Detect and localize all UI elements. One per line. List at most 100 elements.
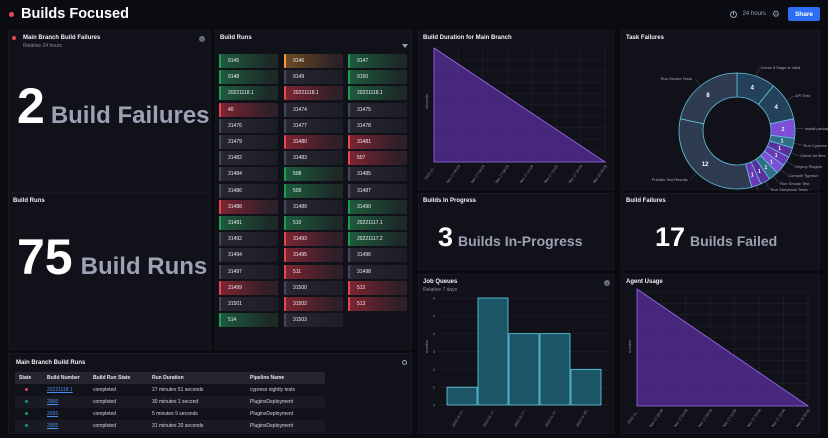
pipeline-name-cell: cypress nightly tests (250, 387, 296, 393)
build-run-cell[interactable]: 9146 (284, 54, 343, 68)
status-dot (9, 11, 14, 17)
build-run-cell[interactable]: 510 (284, 216, 343, 230)
build-run-cell[interactable]: 31483 (284, 151, 343, 166)
build-run-cell[interactable]: 508 (284, 167, 343, 182)
build-run-cell[interactable]: 31478 (348, 118, 407, 133)
build-run-cell[interactable]: 31476 (219, 118, 278, 133)
build-run-cell[interactable]: 31480 (284, 135, 343, 149)
build-run-cell[interactable]: 20221118.1 (348, 86, 407, 101)
donut-slice[interactable] (678, 118, 753, 190)
build-run-cell[interactable]: 31474 (284, 102, 343, 117)
build-run-cell[interactable]: 507 (348, 151, 407, 166)
search-icon[interactable] (402, 360, 407, 365)
build-run-cell[interactable]: 31489 (284, 199, 343, 214)
donut-category-label: Check If Stage is Valid (760, 65, 801, 71)
time-range-picker[interactable]: 24 hours (742, 11, 766, 17)
build-run-cell[interactable]: 511 (284, 264, 343, 279)
column-header[interactable]: Run Duration (148, 372, 246, 384)
donut-category-label: Run Cypress te (803, 142, 828, 148)
donut-category-label: Run Storybook Tests (770, 186, 808, 192)
info-icon[interactable]: i (199, 36, 205, 42)
build-run-cell[interactable]: 9149 (284, 70, 343, 85)
top-bar-actions: 24 hours ⚙ Share (729, 7, 820, 21)
build-run-cell[interactable]: 514 (219, 313, 278, 328)
donut-leader-line (765, 181, 770, 190)
build-runs-grid-panel: Build Runs 9145 9148 20221118.1 40 31476 3147… (215, 30, 412, 350)
build-run-cell[interactable]: 31502 (284, 297, 343, 311)
build-number-link[interactable]: 2065 (47, 411, 59, 417)
x-tick-label: Nov 17 20:00 (771, 408, 787, 428)
build-run-cell[interactable]: 31492 (219, 232, 278, 247)
build-run-cell[interactable]: 9148 (219, 70, 278, 85)
build-run-cell[interactable]: 31486 (219, 183, 278, 198)
build-run-cell[interactable]: 512 (348, 280, 407, 295)
build-number-link[interactable]: 2055 (47, 423, 59, 429)
donut-category-label: API Test (795, 93, 810, 99)
donut-leader-line (780, 169, 788, 176)
job-queues-chart: number 0 1 2 3 4 5 6 2022-11-17... 2022-11-17...… (424, 296, 609, 428)
main-branch-failures-panel: Main Branch Build Failures Relative 24 h… (8, 30, 211, 193)
build-run-cell[interactable]: 20221117.2 (348, 232, 407, 247)
build-run-cell[interactable]: 31501 (219, 297, 278, 311)
job-queue-bar[interactable] (508, 333, 540, 406)
panel-title: Job Queues (423, 279, 458, 285)
column-header[interactable]: State (15, 372, 43, 384)
x-tick-label: 2022-11-... (627, 408, 640, 424)
build-run-cell[interactable]: 513 (348, 297, 407, 311)
build-run-cell[interactable]: 31475 (348, 102, 407, 117)
job-queue-bar[interactable] (446, 386, 478, 406)
build-run-cell[interactable]: 31498 (348, 264, 407, 279)
build-run-cell[interactable]: 31493 (284, 232, 343, 247)
build-run-cell[interactable]: 31482 (219, 151, 278, 166)
build-number-link[interactable]: 2066 (47, 399, 59, 405)
donut-slice[interactable] (679, 72, 738, 125)
builds-in-progress-panel: Builds In Progress 3 Builds In-Progress (418, 193, 614, 270)
build-run-cell[interactable]: 31479 (219, 135, 278, 149)
panel-subtitle: Relative 7 days (423, 287, 458, 293)
build-run-cell[interactable]: 20221117.1 (348, 216, 407, 230)
table-row[interactable]: 20221118.1 completed 27 minutes 51 seconds… (15, 384, 325, 396)
build-run-cell[interactable]: 31494 (219, 248, 278, 263)
build-run-cell[interactable]: 9147 (348, 54, 407, 68)
build-run-cell[interactable]: 31485 (348, 167, 407, 182)
job-queue-bar[interactable] (570, 368, 602, 406)
column-header[interactable]: Build Run State (89, 372, 148, 384)
filter-icon[interactable] (402, 44, 408, 48)
job-queue-bar[interactable] (477, 297, 509, 406)
build-run-cell[interactable]: 31491 (219, 216, 278, 230)
build-run-cell[interactable]: 31484 (219, 167, 278, 182)
build-run-cell[interactable]: 31490 (348, 199, 407, 214)
build-number-link[interactable]: 20221118.1 (47, 387, 73, 393)
job-queue-bar[interactable] (539, 333, 571, 406)
build-run-cell[interactable]: 9150 (348, 70, 407, 85)
x-tick-label: 2022-11-... (424, 164, 437, 180)
table-row[interactable]: 2055 completed 31 minutes 20 seconds Plugin… (15, 420, 325, 432)
column-header[interactable]: Build Number (43, 372, 89, 384)
build-run-cell[interactable]: 20221118.1 (284, 86, 343, 101)
build-run-cell[interactable]: 31499 (219, 280, 278, 295)
build-run-cell[interactable]: 40 (219, 102, 278, 117)
build-run-cell[interactable]: 31495 (284, 248, 343, 263)
build-run-cell[interactable]: 31500 (284, 280, 343, 295)
share-button[interactable]: Share (788, 7, 820, 21)
build-run-cell[interactable]: 509 (284, 183, 343, 198)
build-duration-panel: Build Duration for Main Branch seconds 2… (418, 30, 614, 190)
build-run-cell[interactable]: 9145 (219, 54, 278, 68)
table-row[interactable]: 2065 completed 5 minutes 9 seconds PluginsD… (15, 408, 325, 420)
build-run-cell[interactable]: 31496 (348, 248, 407, 263)
info-icon[interactable]: i (604, 280, 610, 286)
build-run-cell[interactable]: 31497 (219, 264, 278, 279)
build-run-cell[interactable]: 31481 (348, 135, 407, 149)
build-run-cell[interactable]: 20221118.1 (219, 86, 278, 101)
build-run-cell[interactable]: 31503 (284, 313, 343, 328)
gear-icon[interactable]: ⚙ (771, 8, 780, 19)
column-header[interactable]: Pipeline Name (246, 372, 325, 384)
donut-category-label: Check for files (800, 153, 826, 159)
donut-value-label: 1 (751, 172, 754, 178)
run-state-cell: completed (93, 411, 117, 417)
build-run-cell[interactable]: 31488 (219, 199, 278, 214)
build-run-cell[interactable]: 31477 (284, 118, 343, 133)
donut-category-label: Install packages (804, 125, 828, 131)
build-run-cell[interactable]: 31487 (348, 183, 407, 198)
table-row[interactable]: 2066 completed 30 minutes 1 second PluginsD… (15, 396, 325, 408)
